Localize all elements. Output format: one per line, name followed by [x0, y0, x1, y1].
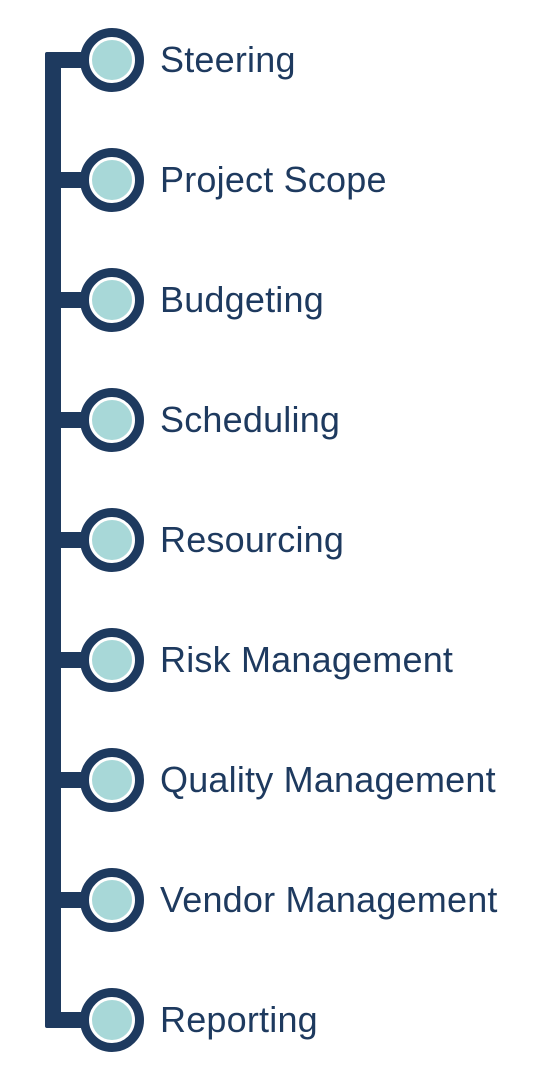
- node-circle-fill: [89, 517, 135, 563]
- node-circle-fill: [89, 637, 135, 683]
- tree-node-scheduling: Scheduling: [45, 388, 558, 452]
- node-label: Vendor Management: [160, 879, 498, 920]
- node-circle-icon: [80, 628, 144, 692]
- tree-node-risk-management: Risk Management: [45, 628, 558, 692]
- node-label: Resourcing: [160, 519, 345, 560]
- node-circle-fill: [89, 397, 135, 443]
- node-label: Project Scope: [160, 159, 387, 200]
- node-label: Quality Management: [160, 759, 496, 800]
- node-circle-icon: [80, 148, 144, 212]
- node-label: Scheduling: [160, 399, 341, 440]
- node-circle-icon: [80, 508, 144, 572]
- node-circle-fill: [89, 997, 135, 1043]
- node-circle-icon: [80, 988, 144, 1052]
- node-circle-fill: [89, 277, 135, 323]
- node-circle-fill: [89, 157, 135, 203]
- tree-node-project-scope: Project Scope: [45, 148, 558, 212]
- tree-node-vendor-management: Vendor Management: [45, 868, 558, 932]
- node-circle-fill: [89, 877, 135, 923]
- node-circle-icon: [80, 28, 144, 92]
- node-label: Steering: [160, 39, 296, 80]
- node-label: Risk Management: [160, 639, 454, 680]
- tree-node-steering: Steering: [45, 28, 558, 92]
- node-label: Reporting: [160, 999, 318, 1040]
- tree-node-resourcing: Resourcing: [45, 508, 558, 572]
- tree-node-budgeting: Budgeting: [45, 268, 558, 332]
- node-label: Budgeting: [160, 279, 324, 320]
- node-circle-icon: [80, 268, 144, 332]
- node-circle-fill: [89, 757, 135, 803]
- node-circle-icon: [80, 868, 144, 932]
- tree-node-reporting: Reporting: [45, 988, 558, 1052]
- node-circle-icon: [80, 748, 144, 812]
- node-circle-fill: [89, 37, 135, 83]
- node-circle-icon: [80, 388, 144, 452]
- tree-node-quality-management: Quality Management: [45, 748, 558, 812]
